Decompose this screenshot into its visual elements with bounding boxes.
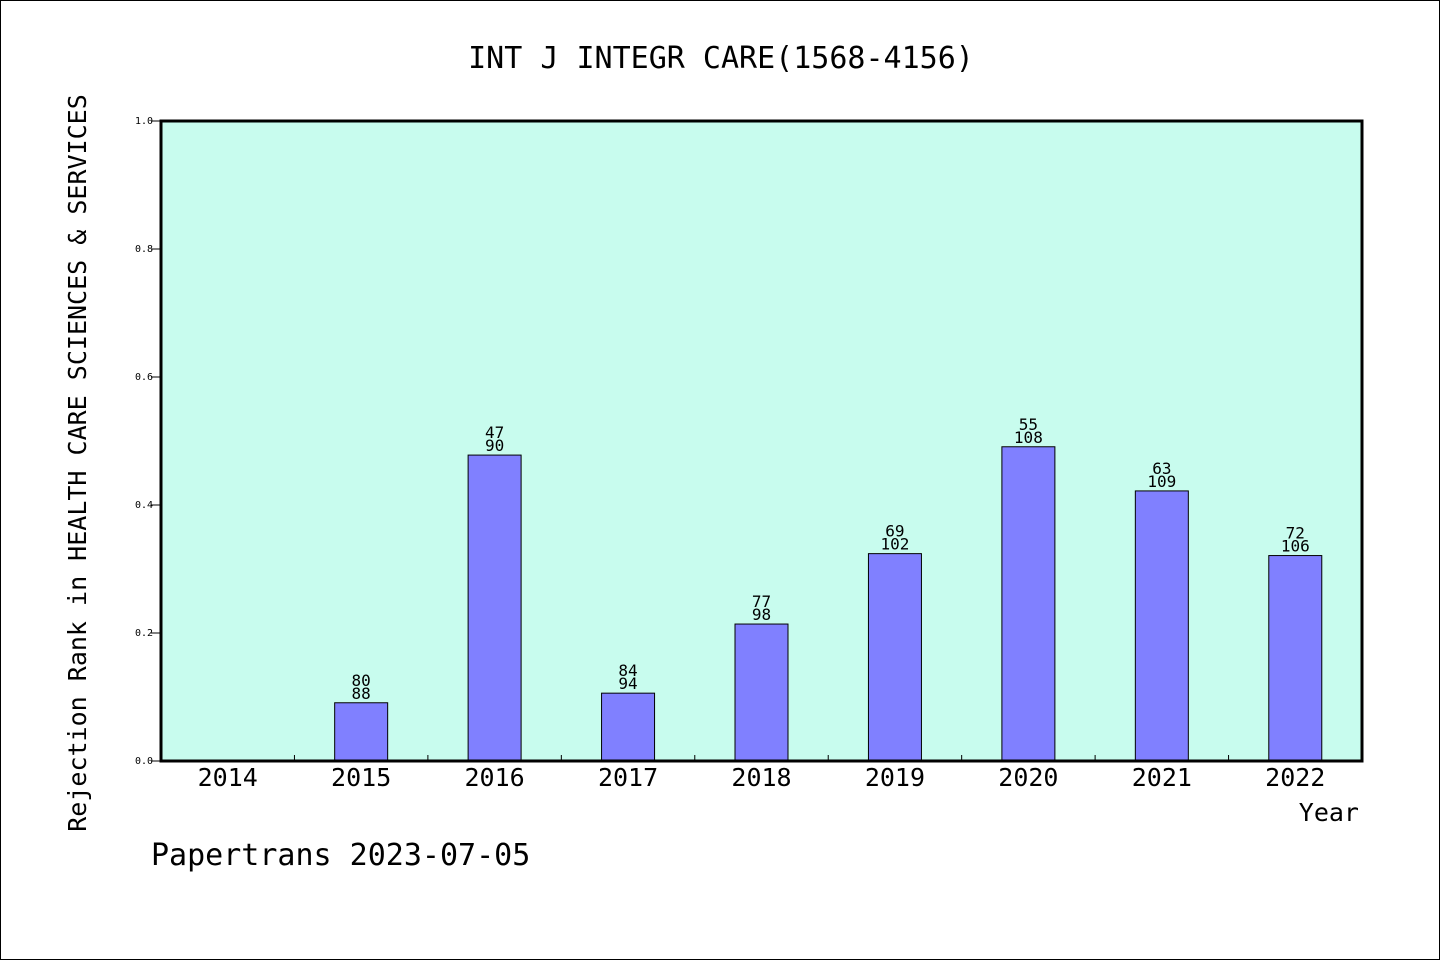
y-tick-label: 0.0 — [135, 756, 153, 767]
bar-label-top: 69 — [885, 522, 904, 541]
bar-label-bottom: 102 — [880, 535, 909, 554]
x-tick-label: 2017 — [598, 763, 658, 792]
bar-2021 — [1134, 490, 1189, 762]
bar-2017 — [601, 692, 656, 762]
bar-label-top: 84 — [618, 661, 637, 680]
x-tick-label: 2015 — [331, 763, 391, 792]
bar-label-bottom: 108 — [1014, 428, 1043, 447]
y-axis-title: Rejection Rank in HEALTH CARE SCIENCES &… — [63, 94, 92, 832]
x-tick-label: 2016 — [465, 763, 525, 792]
bar-label-top: 63 — [1152, 459, 1171, 478]
bar-label-bottom: 109 — [1147, 472, 1176, 491]
y-axis: 0.0 0.2 0.4 0.6 0.8 1.0 — [135, 116, 161, 767]
bar-2019 — [867, 553, 922, 762]
bar-2018 — [734, 623, 789, 762]
x-tick-label: 2018 — [731, 763, 791, 792]
x-tick-label: 2014 — [198, 763, 258, 792]
footer-text: Papertrans 2023-07-05 — [151, 838, 530, 873]
bar-label-top: 80 — [352, 671, 371, 690]
bar-label-bottom: 90 — [485, 436, 504, 455]
bar-label-bottom: 98 — [752, 605, 771, 624]
bar-label-top: 77 — [752, 592, 771, 611]
x-tick-label: 2019 — [865, 763, 925, 792]
y-tick-label: 1.0 — [135, 116, 153, 127]
x-axis-title: Year — [1299, 798, 1359, 827]
bar-label-top: 72 — [1286, 524, 1305, 543]
bar-label-bottom: 94 — [618, 674, 637, 693]
y-tick-label: 0.4 — [135, 500, 153, 511]
bar-2020 — [1001, 446, 1056, 762]
bar-2022 — [1268, 555, 1323, 762]
bar-2015 — [334, 702, 389, 762]
x-tick-label: 2022 — [1265, 763, 1325, 792]
bar-label-bottom: 106 — [1281, 537, 1310, 556]
y-tick-label: 0.8 — [135, 244, 153, 255]
y-tick-label: 0.2 — [135, 628, 153, 639]
chart-title: INT J INTEGR CARE(1568-4156) — [468, 41, 974, 76]
bar-label-bottom: 88 — [352, 684, 371, 703]
bar-2016 — [467, 454, 522, 762]
x-axis: 2014 2015 2016 2017 2018 2019 2020 2021 2022 — [198, 755, 1325, 792]
plot-border — [159, 119, 1364, 763]
bar-label-top: 47 — [485, 423, 504, 442]
y-tick-label: 0.6 — [135, 372, 153, 383]
bar-label-top: 55 — [1019, 415, 1038, 434]
x-tick-label: 2020 — [998, 763, 1058, 792]
x-tick-label: 2021 — [1132, 763, 1192, 792]
